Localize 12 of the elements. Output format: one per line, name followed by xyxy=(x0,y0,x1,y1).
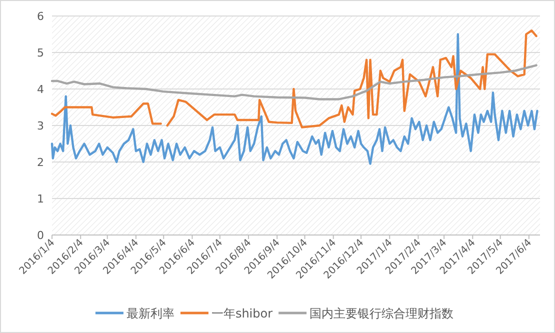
y-tick-label: 0 xyxy=(37,229,44,242)
y-tick-label: 5 xyxy=(37,46,44,60)
y-tick-label: 2 xyxy=(37,156,44,169)
legend-label: 最新利率 xyxy=(126,306,174,320)
legend-label: 国内主要银行综合理财指数 xyxy=(310,306,454,320)
y-tick-label: 6 xyxy=(37,10,44,23)
line-series xyxy=(50,33,538,165)
line-series xyxy=(50,64,538,100)
y-tick-label: 3 xyxy=(37,120,44,132)
y-tick-label: 1 xyxy=(37,192,44,206)
legend-label: 一年shibor xyxy=(211,306,273,320)
y-tick-label: 4 xyxy=(37,83,44,96)
